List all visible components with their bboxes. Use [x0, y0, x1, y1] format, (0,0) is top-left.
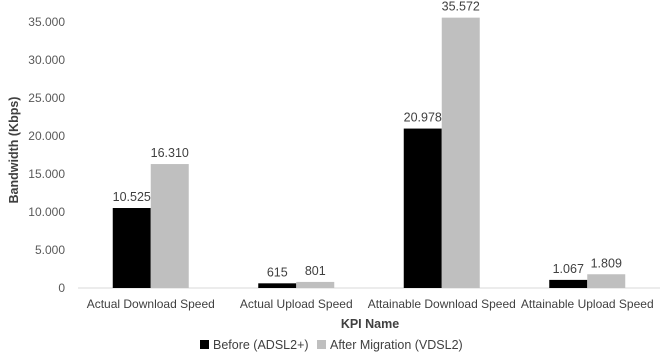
- y-tick-label: 15.000: [28, 167, 65, 181]
- x-axis-title: KPI Name: [341, 317, 399, 331]
- data-label: 1.067: [553, 262, 584, 276]
- bar-before: [549, 279, 588, 288]
- bars: [112, 17, 626, 288]
- data-label: 16.310: [151, 146, 189, 160]
- bar-after: [296, 281, 335, 288]
- data-label: 615: [267, 265, 288, 279]
- legend-swatch: [200, 340, 209, 349]
- category-label: Attainable Download Speed: [368, 297, 516, 311]
- category-label: Attainable Upload Speed: [521, 297, 654, 311]
- data-labels: 10.525 16.310 615 801 20.978 35.572 1.067 1.809: [113, 0, 622, 279]
- legend: Before (ADSL2+) After Migration (VDSL2): [200, 338, 463, 352]
- y-axis-ticks: 0 5.000 10.000 15.000 20.000 25.000 30.000 35.0…: [28, 15, 65, 295]
- data-label: 801: [305, 264, 326, 278]
- data-label: 35.572: [442, 0, 480, 14]
- bar-before: [258, 283, 297, 288]
- bar-after: [441, 17, 480, 288]
- y-axis-title: Bandwidth (Kbps): [7, 97, 21, 204]
- bar-after: [587, 274, 626, 288]
- category-label: Actual Download Speed: [87, 297, 215, 311]
- data-label: 10.525: [113, 190, 151, 204]
- y-tick-label: 35.000: [28, 15, 65, 29]
- category-label: Actual Upload Speed: [240, 297, 353, 311]
- data-label: 20.978: [404, 111, 442, 125]
- legend-label: Before (ADSL2+): [213, 338, 309, 352]
- y-tick-label: 30.000: [28, 53, 65, 67]
- y-tick-label: 25.000: [28, 91, 65, 105]
- y-tick-label: 20.000: [28, 129, 65, 143]
- y-tick-label: 5.000: [35, 243, 65, 257]
- bar-after: [150, 164, 189, 288]
- legend-swatch: [317, 340, 326, 349]
- legend-label: After Migration (VDSL2): [330, 338, 463, 352]
- bar-before: [112, 208, 151, 288]
- data-label: 1.809: [591, 256, 622, 270]
- category-labels: Actual Download Speed Actual Upload Speed…: [87, 297, 654, 311]
- y-tick-label: 0: [58, 281, 65, 295]
- bar-before: [403, 128, 442, 288]
- y-tick-label: 10.000: [28, 205, 65, 219]
